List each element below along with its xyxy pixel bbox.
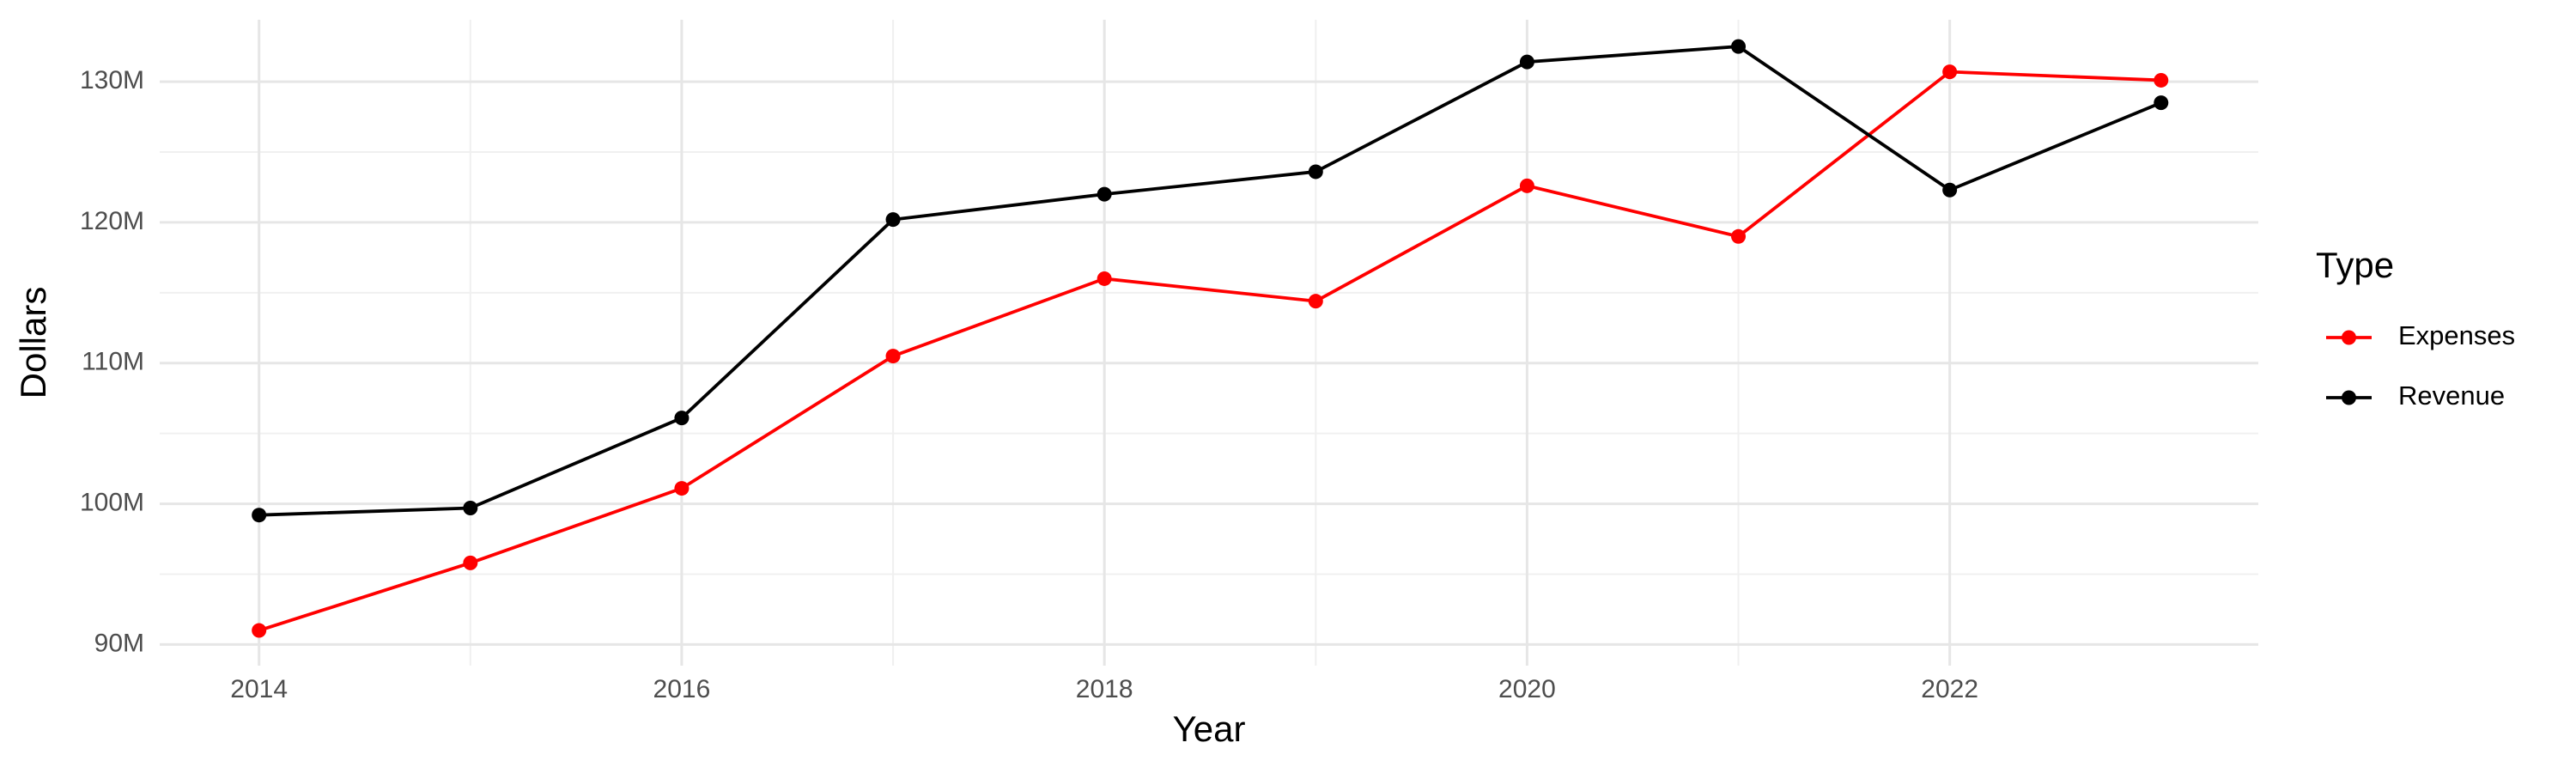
- grid: [160, 20, 2258, 666]
- data-point: [463, 555, 478, 570]
- data-point: [1731, 39, 1747, 54]
- data-point: [1097, 186, 1112, 202]
- data-point: [2154, 95, 2169, 111]
- data-point: [252, 508, 267, 523]
- data-point: [2154, 72, 2169, 88]
- data-point: [674, 481, 690, 496]
- data-point: [1519, 178, 1534, 193]
- legend-marker: [2342, 330, 2356, 345]
- x-axis-title: Year: [1173, 709, 1246, 749]
- data-point: [885, 212, 901, 228]
- data-point: [1942, 182, 1958, 198]
- x-tick-label: 2016: [653, 675, 711, 703]
- y-tick-label: 100M: [80, 489, 144, 517]
- y-tick-label: 130M: [80, 66, 144, 94]
- data-point: [1519, 54, 1534, 70]
- x-tick-label: 2020: [1498, 675, 1556, 703]
- data-point: [1731, 228, 1747, 244]
- data-point: [1097, 271, 1112, 286]
- legend-marker: [2342, 390, 2356, 405]
- y-axis-title: Dollars: [13, 287, 53, 399]
- legend-label: Revenue: [2398, 380, 2505, 411]
- legend-title: Type: [2316, 245, 2394, 285]
- data-point: [885, 349, 901, 364]
- legend-label: Expenses: [2398, 320, 2515, 350]
- data-point: [252, 623, 267, 638]
- series-line: [258, 70, 2161, 632]
- data-point: [463, 501, 478, 516]
- series-line: [258, 45, 2162, 517]
- y-tick-label: 90M: [94, 629, 144, 657]
- data-point: [1942, 64, 1958, 80]
- y-tick-label: 110M: [82, 348, 144, 376]
- x-tick-label: 2014: [230, 675, 288, 703]
- data-point: [1308, 294, 1323, 309]
- data-point: [1308, 164, 1323, 180]
- data-point: [674, 411, 690, 426]
- x-tick-label: 2022: [1921, 675, 1978, 703]
- y-tick-label: 120M: [80, 207, 144, 235]
- x-tick-label: 2018: [1076, 675, 1133, 703]
